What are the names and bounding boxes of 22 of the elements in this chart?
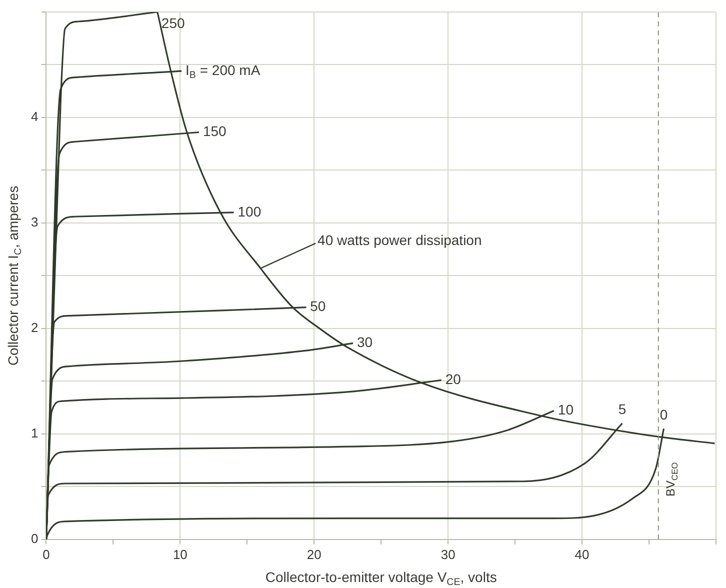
y-tick-label: 0 — [30, 530, 38, 546]
x-tick-label: 20 — [306, 546, 322, 562]
x-tick-label: 10 — [172, 546, 188, 562]
ref-line-label: BVCEO — [664, 462, 680, 496]
x-tick-label: 0 — [42, 546, 50, 562]
y-tick-label: 1 — [30, 426, 38, 440]
series-label: 30 — [356, 334, 373, 350]
series-label: 0 — [660, 406, 668, 423]
series-label: 150 — [202, 123, 227, 140]
y-tick-label: 2 — [30, 320, 38, 336]
y-tick-label: 4 — [30, 109, 38, 124]
series-label: 100 — [238, 203, 262, 220]
series-label: 10 — [558, 402, 574, 418]
series-label: 250 — [161, 14, 185, 31]
series-label: 50 — [310, 298, 326, 314]
y-tick-label: 3 — [30, 214, 38, 230]
x-tick-label: 30 — [440, 546, 456, 562]
y-axis-title: Collector current IC, amperes — [4, 186, 24, 366]
series-label: 20 — [445, 370, 462, 387]
annotation: 40 watts power dissipation — [318, 232, 482, 248]
series-label: 5 — [618, 401, 626, 418]
x-tick-label: 40 — [574, 546, 590, 562]
